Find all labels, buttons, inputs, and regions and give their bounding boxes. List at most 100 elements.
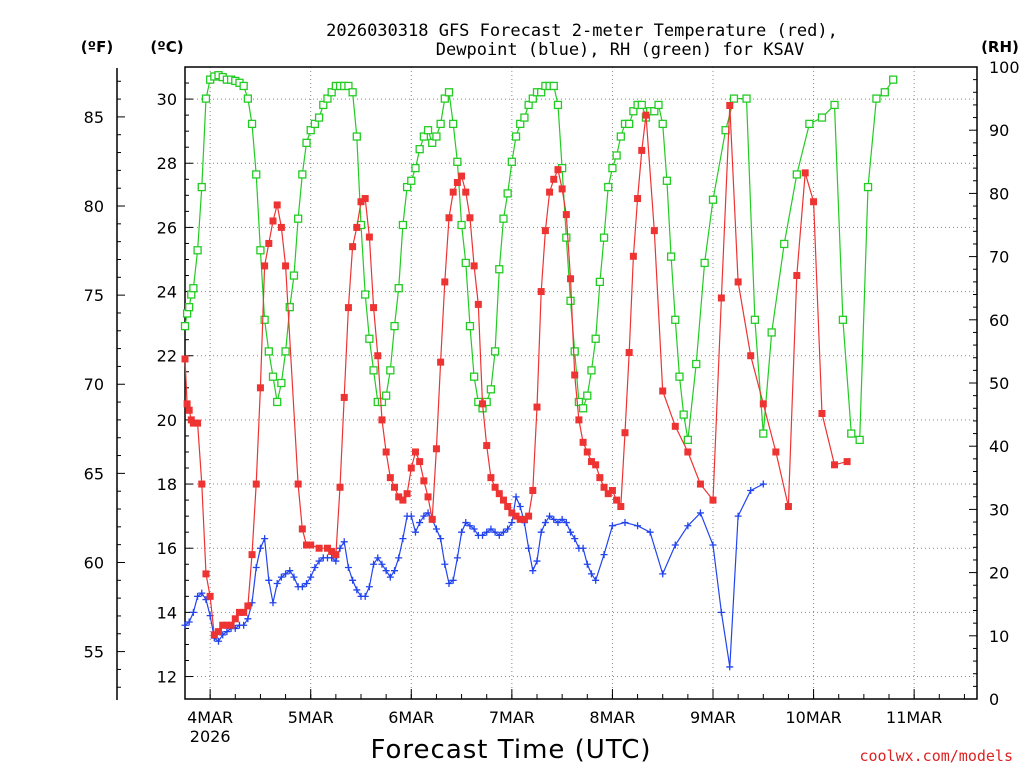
dewpoint-point	[529, 567, 537, 575]
dewpoint-point	[608, 522, 616, 530]
dewpoint-series	[181, 480, 767, 671]
temperature-point	[600, 483, 608, 491]
temperature-point	[625, 349, 633, 357]
rh-line	[184, 74, 894, 442]
dewpoint-point	[244, 615, 252, 623]
temperature-point	[634, 195, 642, 203]
x-tick-label: 11MAR	[886, 708, 942, 727]
temperature-point	[399, 496, 407, 504]
dewpoint-point	[407, 512, 415, 520]
dewpoint-point	[709, 541, 717, 549]
rh-point	[792, 170, 801, 179]
dewpoint-point	[215, 637, 223, 645]
dewpoint-point	[303, 580, 311, 588]
rh-point	[817, 113, 827, 122]
dewpoint-point	[734, 512, 742, 520]
rh-point	[595, 277, 605, 287]
rh-point	[566, 296, 575, 305]
temperature-point	[240, 608, 248, 616]
fahrenheit-axis-ticks: 55 60 65 70 75 80 85	[84, 80, 125, 688]
rh-point	[390, 321, 399, 331]
credit-label: coolwx.com/models	[859, 747, 1013, 765]
dewpoint-point	[696, 509, 704, 517]
celsius-tick-label: 16	[157, 539, 177, 558]
dewpoint-point	[374, 554, 382, 562]
celsius-tick-label: 26	[157, 218, 177, 237]
fahrenheit-tick-label: 75	[84, 286, 104, 305]
dewpoint-point	[273, 580, 281, 588]
dewpoint-point	[315, 557, 323, 565]
temperature-point	[248, 551, 256, 559]
dewpoint-point	[449, 576, 457, 584]
dewpoint-point	[562, 519, 570, 527]
dewpoint-point	[495, 531, 503, 539]
temperature-point	[516, 515, 524, 523]
temperature-point	[282, 262, 290, 270]
rh-point	[583, 391, 592, 400]
temperature-point	[671, 422, 679, 430]
temperature-point	[499, 496, 507, 504]
temperature-point	[801, 169, 809, 177]
temperature-point	[391, 483, 399, 491]
temperature-point	[466, 214, 474, 222]
rh-point	[193, 246, 202, 255]
x-tick-label: 4MAR	[187, 708, 233, 727]
temperature-point	[273, 201, 281, 209]
rh-point	[197, 182, 206, 192]
rh-tick-label: 50	[989, 374, 1009, 393]
temperature-point	[210, 631, 218, 639]
temperature-point	[512, 512, 520, 520]
temperature-series	[181, 101, 851, 639]
rh-point	[528, 94, 537, 103]
temperature-point	[231, 615, 239, 623]
rh-tick-label: 60	[989, 311, 1009, 330]
temperature-point	[579, 438, 587, 446]
dewpoint-point	[759, 480, 767, 488]
dewpoint-point	[282, 570, 290, 578]
temperature-point	[587, 458, 595, 466]
dewpoint-point	[516, 503, 524, 511]
rh-point	[247, 119, 257, 129]
temperature-line	[184, 105, 848, 636]
dewpoint-point	[361, 592, 369, 600]
rh-point	[675, 372, 684, 381]
rh-point	[327, 88, 336, 97]
dewpoint-point	[261, 535, 269, 543]
dewpoint-line	[184, 483, 764, 667]
celsius-axis-ticks: 12 14 16 18 20 22 24 26 28 30	[157, 66, 193, 687]
dewpoint-point	[470, 525, 478, 533]
celsius-tick-label: 30	[157, 90, 177, 109]
rh-point	[490, 347, 500, 356]
temperature-point	[508, 509, 516, 517]
temperature-point	[571, 371, 579, 379]
rh-point	[625, 119, 634, 129]
temperature-point	[831, 461, 839, 469]
temperature-point	[575, 416, 583, 424]
dewpoint-point	[558, 515, 566, 523]
dewpoint-point	[671, 541, 679, 549]
rh-point	[767, 328, 776, 337]
dewpoint-point	[491, 528, 499, 536]
chart-title-line2: Dewpoint (blue), RH (green) for KSAV	[436, 40, 804, 60]
rh-point	[323, 94, 332, 103]
rh-point	[268, 372, 278, 381]
dewpoint-point	[411, 528, 419, 536]
dewpoint-point	[533, 557, 541, 565]
rh-point	[243, 94, 253, 103]
dewpoint-point	[684, 522, 692, 530]
dewpoint-point	[583, 560, 591, 568]
temperature-point	[659, 387, 667, 395]
temperature-point	[215, 628, 223, 636]
temperature-point	[784, 503, 792, 511]
temperature-point	[759, 400, 767, 408]
rh-point	[423, 126, 433, 135]
rh-point	[449, 119, 458, 129]
rh-tick-label: 40	[989, 437, 1009, 456]
dewpoint-point	[437, 535, 445, 543]
rh-point	[549, 81, 558, 91]
temperature-point	[529, 486, 537, 494]
rh-point	[402, 182, 412, 192]
dewpoint-point	[726, 663, 734, 671]
temperature-point	[183, 400, 191, 408]
temperature-point	[453, 178, 461, 186]
